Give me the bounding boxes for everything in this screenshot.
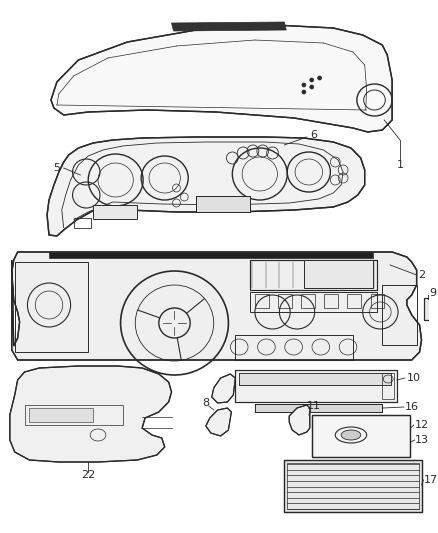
Bar <box>29 408 93 422</box>
Bar <box>93 205 137 219</box>
Polygon shape <box>212 374 235 403</box>
Bar <box>235 335 353 360</box>
Bar <box>304 260 373 288</box>
Bar <box>347 294 361 308</box>
Bar <box>235 370 397 402</box>
Bar <box>250 260 378 290</box>
Bar <box>312 415 410 457</box>
Ellipse shape <box>302 83 306 87</box>
Polygon shape <box>172 22 286 31</box>
Bar <box>235 370 397 402</box>
Text: 9: 9 <box>430 288 437 298</box>
Ellipse shape <box>310 85 314 89</box>
Bar <box>15 262 88 352</box>
Text: 2: 2 <box>418 270 425 280</box>
Bar <box>324 294 338 308</box>
Ellipse shape <box>302 90 306 94</box>
Bar <box>382 285 417 345</box>
Bar <box>74 218 91 228</box>
Bar <box>284 460 421 512</box>
Text: 1: 1 <box>396 160 403 170</box>
Bar <box>25 405 123 425</box>
Bar <box>255 404 382 412</box>
Bar <box>196 196 250 212</box>
Bar <box>49 252 373 258</box>
Ellipse shape <box>310 78 314 82</box>
Bar <box>424 298 437 320</box>
Text: 10: 10 <box>407 373 421 383</box>
Bar <box>284 460 421 512</box>
Bar <box>312 415 410 457</box>
Bar <box>250 260 378 290</box>
Bar <box>255 404 382 412</box>
Bar <box>382 373 394 399</box>
Text: 8: 8 <box>202 398 209 408</box>
Bar <box>196 196 250 212</box>
Bar <box>250 292 378 312</box>
Polygon shape <box>47 137 365 236</box>
Text: 13: 13 <box>414 435 428 445</box>
Bar <box>255 294 268 308</box>
Polygon shape <box>289 405 310 435</box>
Ellipse shape <box>318 76 321 80</box>
Polygon shape <box>206 408 231 436</box>
Polygon shape <box>10 366 172 462</box>
Text: 11: 11 <box>307 401 321 411</box>
Bar <box>239 373 391 385</box>
Bar <box>239 373 391 385</box>
Bar <box>371 294 384 308</box>
Text: 17: 17 <box>424 475 438 485</box>
Bar <box>278 294 292 308</box>
Bar <box>301 294 315 308</box>
Text: 16: 16 <box>405 402 419 412</box>
Ellipse shape <box>341 430 361 440</box>
Text: 12: 12 <box>414 420 429 430</box>
Text: 22: 22 <box>81 470 95 480</box>
Polygon shape <box>12 252 421 360</box>
Bar <box>287 463 419 509</box>
Text: 5: 5 <box>53 163 60 173</box>
Text: 6: 6 <box>310 130 317 140</box>
Polygon shape <box>51 25 392 132</box>
Bar <box>424 298 437 320</box>
